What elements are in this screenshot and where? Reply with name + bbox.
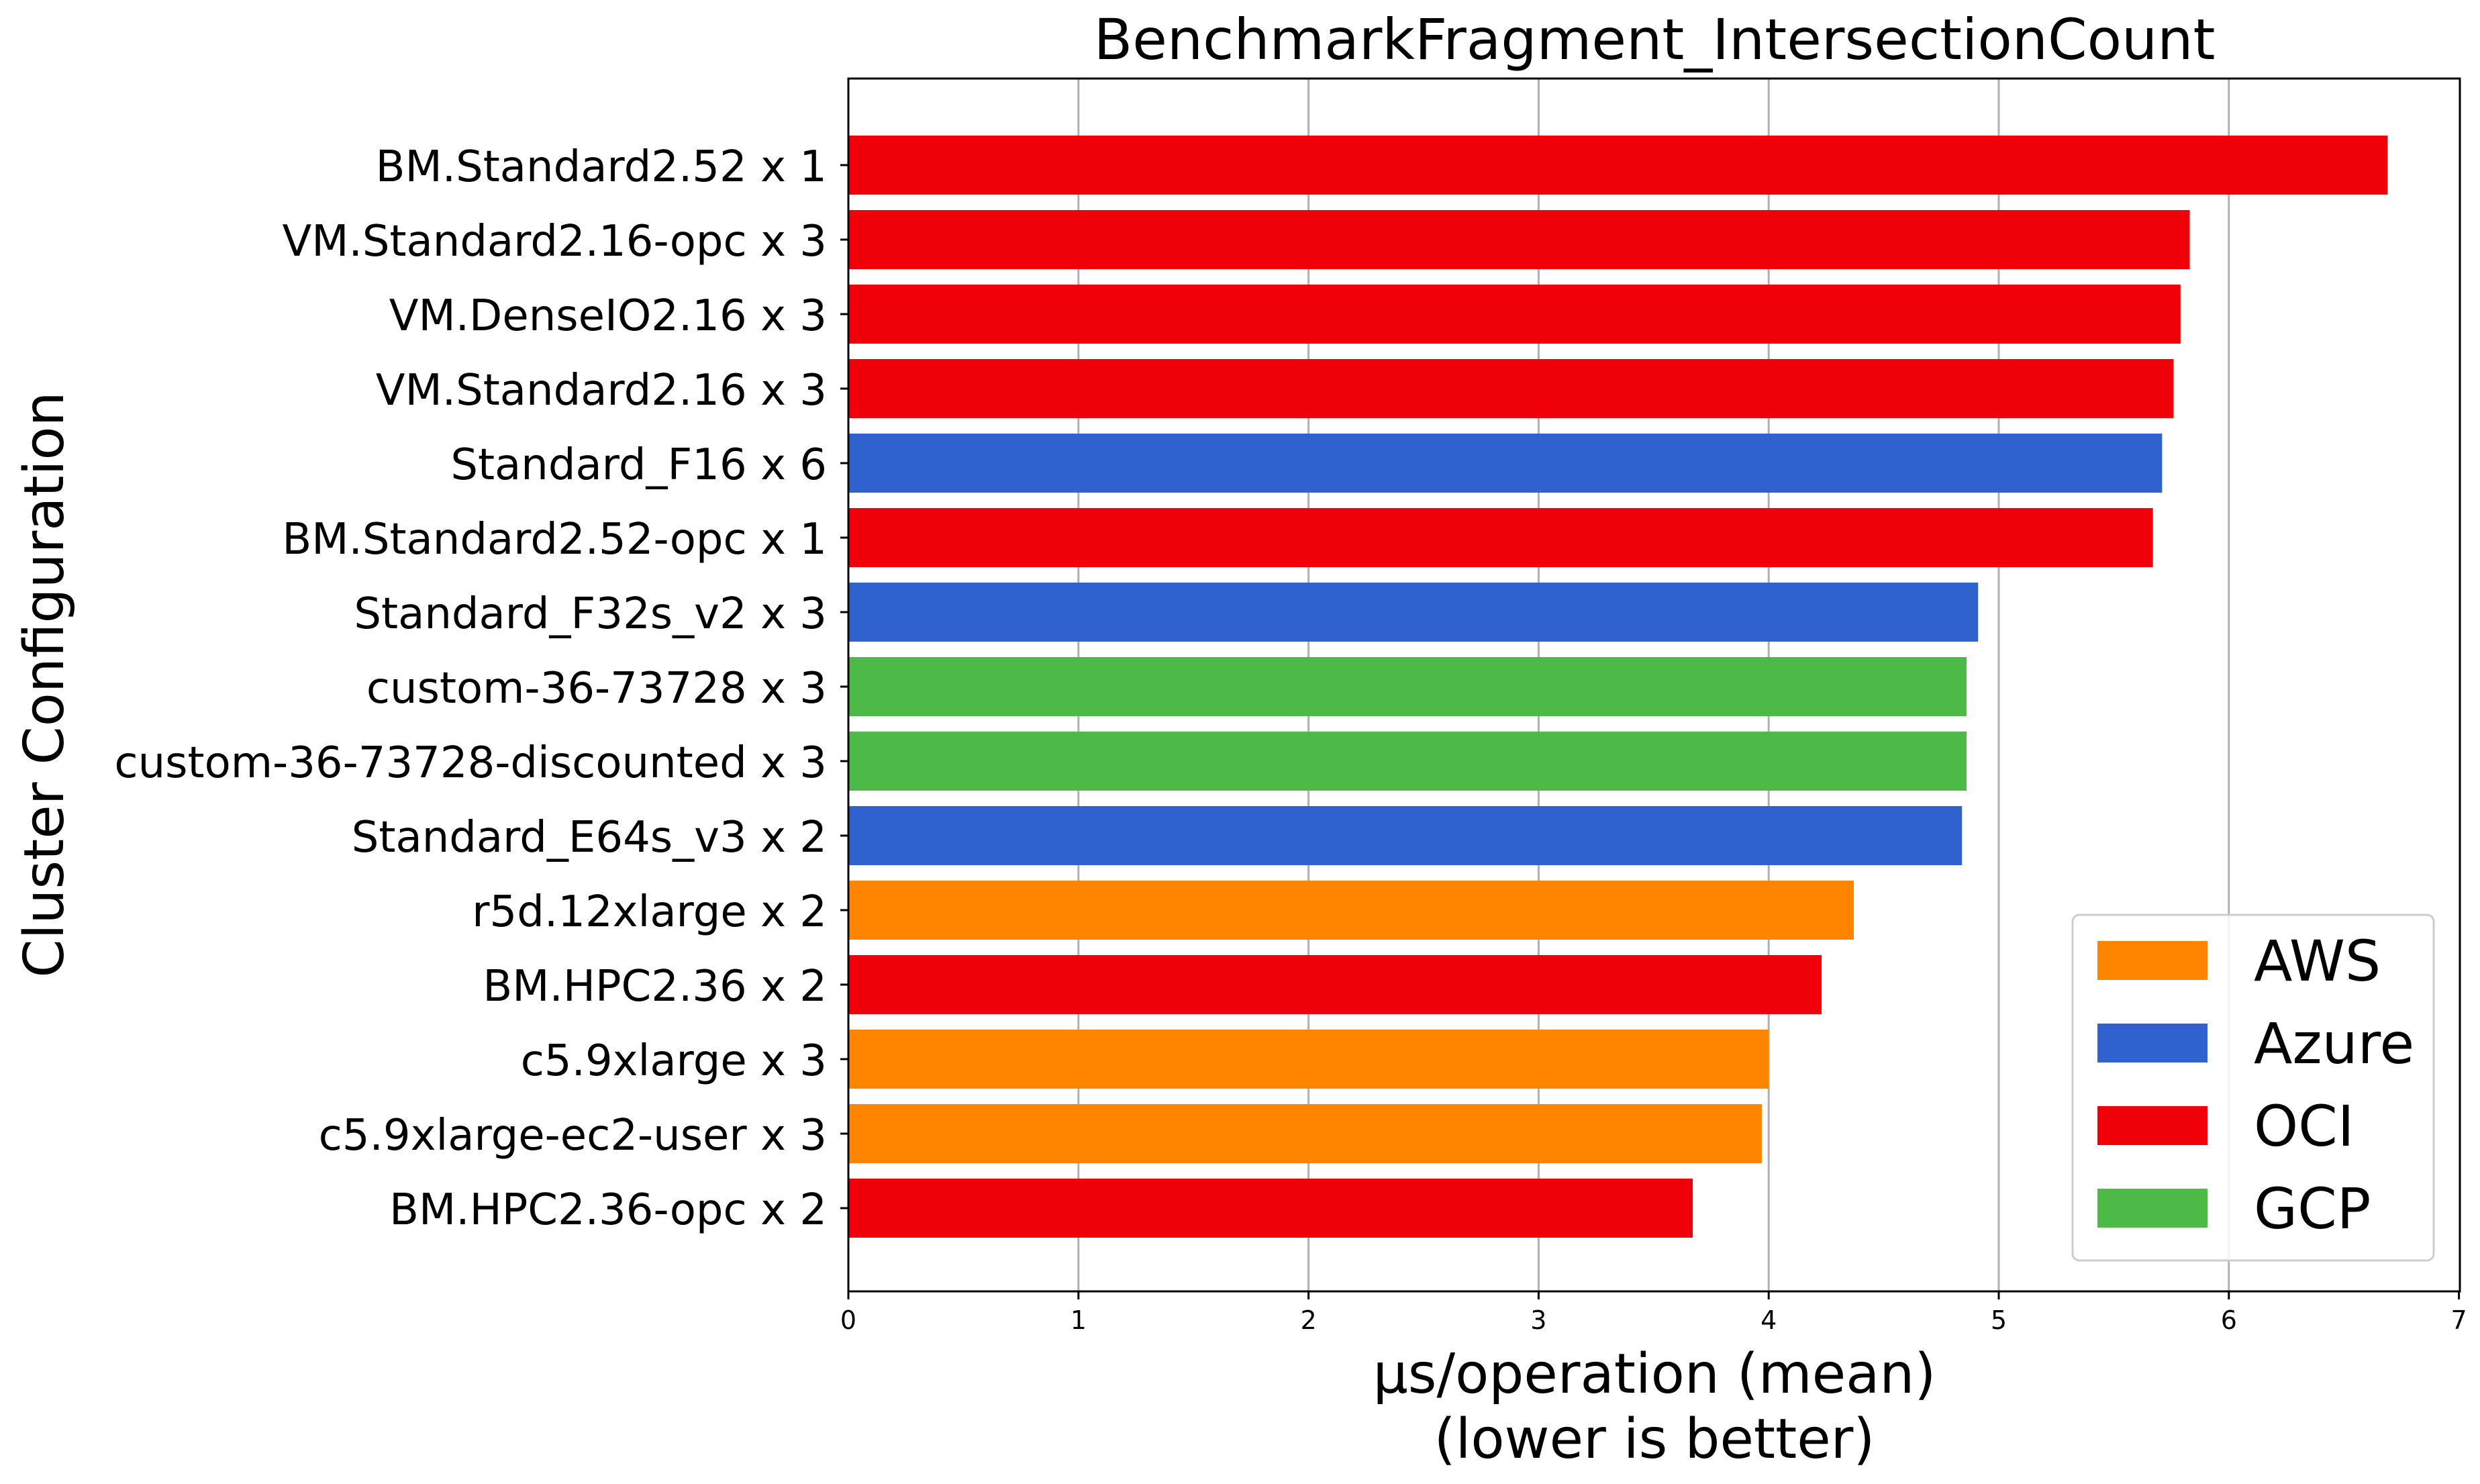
chart-title: BenchmarkFragment_IntersectionCount — [1094, 7, 2216, 72]
x-axis-label-line1: µs/operation (mean) — [1373, 1342, 1936, 1406]
legend-swatch — [2097, 941, 2208, 980]
x-tick-label: 0 — [840, 1305, 856, 1335]
legend-frame — [2071, 913, 2435, 1262]
y-tick-label: BM.HPC2.36 x 2 — [483, 962, 827, 1011]
bar — [848, 434, 2163, 493]
bar — [848, 210, 2190, 269]
legend-swatch — [2097, 1189, 2208, 1228]
bar — [848, 1104, 1762, 1163]
x-tick-label: 2 — [1301, 1305, 1317, 1335]
legend: AWS Azure OCI GCP — [2071, 913, 2435, 1262]
bar — [848, 359, 2174, 418]
y-tick-label: custom-36-73728 x 3 — [366, 664, 827, 713]
bar — [848, 583, 1979, 642]
y-axis-label: Cluster Configuration — [13, 391, 77, 977]
x-axis-label-line2: (lower is better) — [1434, 1407, 1875, 1471]
y-tick-label: r5d.12xlarge x 2 — [472, 887, 827, 937]
y-tick-label: c5.9xlarge-ec2-user x 3 — [319, 1111, 827, 1160]
y-tick-label: Standard_F16 x 6 — [450, 440, 827, 490]
x-tick-label: 4 — [1760, 1305, 1777, 1335]
x-axis-ticks: 0 1 2 3 4 5 6 7 — [840, 1291, 2467, 1335]
bar — [848, 136, 2388, 195]
bar — [848, 508, 2153, 567]
y-tick-label: custom-36-73728-discounted x 3 — [114, 738, 827, 788]
bar — [848, 955, 1822, 1014]
bar — [848, 1179, 1693, 1238]
y-tick-label: Standard_E64s_v3 x 2 — [352, 813, 827, 862]
x-tick-label: 6 — [2221, 1305, 2237, 1335]
y-tick-label: BM.Standard2.52 x 1 — [376, 142, 827, 192]
y-tick-label: VM.Standard2.16-opc x 3 — [282, 217, 827, 266]
bar — [848, 732, 1967, 791]
y-tick-label: VM.DenseIO2.16 x 3 — [389, 291, 827, 341]
legend-label: GCP — [2254, 1176, 2371, 1242]
bar — [848, 657, 1967, 716]
legend-label: AWS — [2254, 928, 2381, 994]
bars — [848, 136, 2388, 1238]
y-axis-labels: BM.Standard2.52 x 1 VM.Standard2.16-opc x… — [114, 142, 848, 1235]
plot-frame — [847, 77, 2461, 1293]
y-tick-label: BM.Standard2.52-opc x 1 — [282, 515, 827, 564]
x-tick-label: 3 — [1530, 1305, 1546, 1335]
bar — [848, 881, 1854, 940]
bar — [848, 806, 1963, 865]
legend-swatch — [2097, 1106, 2208, 1145]
y-tick-label: VM.Standard2.16 x 3 — [376, 366, 827, 415]
x-tick-label: 1 — [1071, 1305, 1087, 1335]
bar — [848, 285, 2181, 344]
legend-swatch — [2097, 1024, 2208, 1062]
x-tick-label: 7 — [2451, 1305, 2467, 1335]
legend-label: Azure — [2254, 1011, 2414, 1077]
y-tick-label: c5.9xlarge x 3 — [521, 1036, 827, 1086]
y-tick-label: Standard_F32s_v2 x 3 — [354, 589, 827, 639]
bar — [848, 1030, 1769, 1089]
legend-label: OCI — [2254, 1093, 2354, 1159]
y-tick-label: BM.HPC2.36-opc x 2 — [389, 1185, 827, 1235]
x-tick-label: 5 — [1991, 1305, 2007, 1335]
